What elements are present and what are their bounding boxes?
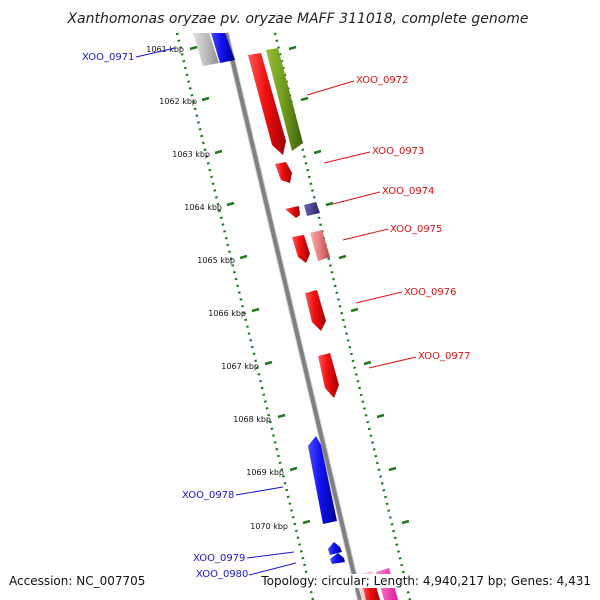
gene-block-gray	[193, 33, 219, 66]
tick-1070	[302, 519, 311, 525]
outer-tick	[363, 360, 372, 366]
tick-1067	[264, 360, 273, 366]
outer-tick	[313, 149, 322, 155]
leader-xoo-0980	[248, 562, 297, 576]
gene-xoo-0977[interactable]	[318, 353, 339, 398]
tick-1065	[239, 254, 248, 260]
scale-ticks	[189, 45, 410, 525]
leader-xoo-0977	[368, 356, 417, 369]
scale-label: 1070 kbp	[250, 522, 288, 531]
tick-1063	[214, 149, 223, 155]
leader-xoo-0979	[246, 551, 295, 559]
leader-xoo-0973	[323, 151, 371, 164]
backbone	[224, 32, 362, 600]
gene-label-xoo-0978[interactable]: XOO_0978	[182, 490, 234, 501]
map-title: Xanthomonas oryzae pv. oryzae MAFF 31101…	[66, 11, 528, 27]
gene-label-xoo-0971[interactable]: XOO_0971	[82, 52, 134, 63]
gene-navy	[304, 202, 320, 216]
outer-tick	[300, 96, 309, 102]
leader-xoo-0972	[306, 80, 355, 96]
gene-label-xoo-0976[interactable]: XOO_0976	[404, 287, 456, 298]
outer-tick	[401, 519, 410, 525]
tick-1066	[251, 307, 260, 313]
scale-label: 1065 kbp	[197, 256, 235, 265]
scale-label: 1066 kbp	[208, 309, 246, 318]
leader-lines	[135, 47, 417, 576]
gene-pink	[310, 230, 330, 261]
gene-label-xoo-0975[interactable]: XOO_0975	[390, 224, 442, 235]
tick-1061	[189, 45, 198, 51]
gene-label-xoo-0977[interactable]: XOO_0977	[418, 351, 470, 362]
scale-label: 1067 kbp	[221, 362, 259, 371]
gene-xoo-0973[interactable]	[275, 162, 292, 183]
scale-label: 1062 kbp	[159, 97, 197, 106]
gene-olive	[266, 48, 303, 151]
gene-xoo-0976[interactable]	[305, 290, 326, 331]
scale-label: 1061 kbp	[146, 45, 184, 54]
leader-xoo-0971	[135, 47, 176, 58]
outer-tick	[338, 254, 347, 260]
outer-tick	[288, 45, 297, 51]
scale-label: 1064 kbp	[184, 203, 222, 212]
gene-xoo-0975[interactable]	[292, 235, 310, 263]
gene-label-xoo-0972[interactable]: XOO_0972	[356, 75, 408, 86]
gene-xoo-0979[interactable]	[328, 542, 342, 555]
leader-xoo-0974	[332, 191, 381, 205]
accession-text: Accession: NC_007705	[9, 574, 146, 588]
gene-label-xoo-0974[interactable]: XOO_0974	[382, 186, 434, 197]
scale-label: 1063 kbp	[172, 150, 210, 159]
gene-label-xoo-0980[interactable]: XOO_0980	[196, 569, 248, 580]
tick-1064	[226, 201, 235, 207]
leader-xoo-0976	[355, 291, 403, 304]
scale-labels: 1061 kbp 1062 kbp 1063 kbp 1064 kbp 1065…	[146, 45, 288, 531]
gene-block-blue-top	[211, 33, 235, 63]
tick-1062	[201, 96, 210, 102]
gene-xoo-0978[interactable]	[308, 436, 337, 524]
scale-label: 1069 kbp	[246, 468, 284, 477]
outer-tick	[388, 466, 397, 472]
gene-xoo-0972[interactable]	[248, 53, 286, 155]
leader-xoo-0975	[342, 228, 389, 241]
leader-xoo-0978	[235, 486, 284, 496]
gene-label-xoo-0979[interactable]: XOO_0979	[193, 553, 245, 564]
gene-labels: XOO_0971 XOO_0972 XOO_0973 XOO_0974 XOO_…	[82, 52, 470, 580]
gene-xoo-0974[interactable]	[285, 206, 300, 218]
tick-1068	[277, 413, 286, 419]
genome-summary-text: Topology: circular; Length: 4,940,217 bp…	[261, 574, 591, 588]
scale-label: 1068 kbp	[233, 415, 271, 424]
outer-tick	[325, 201, 334, 207]
outer-tick	[350, 307, 359, 313]
outer-tick	[376, 413, 385, 419]
tick-1069	[289, 466, 298, 472]
gene-xoo-0980[interactable]	[330, 553, 345, 564]
gene-label-xoo-0973[interactable]: XOO_0973	[372, 146, 424, 157]
